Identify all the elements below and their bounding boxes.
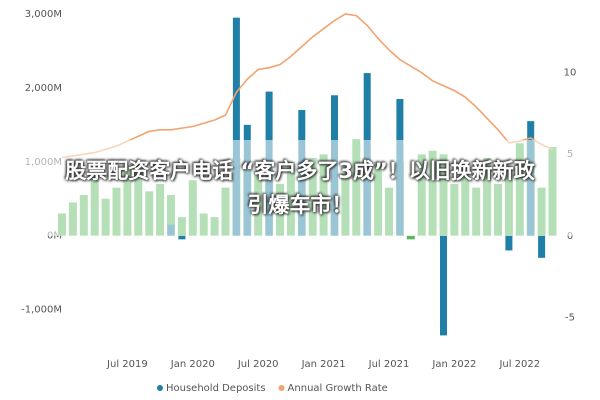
bar	[178, 235, 186, 240]
line	[61, 13, 553, 159]
y2-tick-label: 0	[567, 231, 573, 242]
x-tick-label: Jan 2020	[170, 359, 215, 370]
bar	[232, 17, 240, 236]
bar	[505, 235, 513, 251]
legend-label: Annual Growth Rate	[288, 383, 388, 394]
banner-line: 股票配资客户电话 “客户多了3成”！以旧换新新政	[65, 159, 535, 183]
y2-tick-label: 10	[564, 68, 577, 79]
bar	[538, 235, 546, 258]
bar	[406, 235, 415, 240]
banner: 股票配资客户电话 “客户多了3成”！以旧换新新政 引爆车市！	[0, 140, 600, 236]
legend-label: Household Deposits	[166, 383, 266, 394]
bar	[440, 235, 447, 336]
y2-tick-label: -5	[565, 312, 575, 323]
x-tick-label: Jan 2022	[431, 359, 476, 370]
y-tick-label: 3,000M	[25, 9, 62, 20]
x-tick-label: Jan 2021	[301, 359, 346, 370]
banner-line: 引爆车市！	[247, 193, 353, 217]
legend-marker	[157, 385, 163, 391]
y-tick-label: 2,000M	[25, 83, 62, 94]
x-tick-label: Jul 2021	[368, 359, 410, 370]
y-tick-label: 0M	[47, 231, 62, 242]
legend-marker	[278, 385, 285, 391]
x-tick-label: Jul 2020	[237, 359, 279, 370]
y-tick-label: -1,000M	[21, 305, 62, 316]
x-tick-label: Jul 2019	[106, 359, 148, 370]
x-tick-label: Jul 2022	[498, 359, 540, 370]
